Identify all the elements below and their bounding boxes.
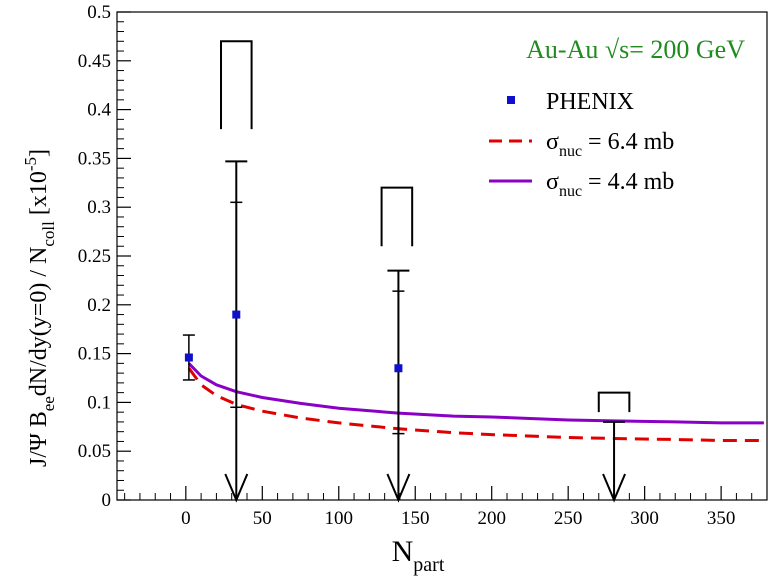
y-tick-label: 0.4	[87, 100, 111, 121]
x-axis-title: Npart	[392, 535, 445, 576]
y-tick-label: 0.25	[78, 246, 111, 267]
y-tick-label: 0.3	[87, 197, 111, 218]
phenix-point-1	[184, 353, 193, 362]
y-tick-label: 0.1	[87, 392, 111, 413]
y-axis-title: J/Ψ BeedN/dy(y=0) / Ncoll [x10-5]	[21, 149, 58, 467]
y-tick-label: 0.35	[78, 148, 111, 169]
x-tick-label: 150	[401, 508, 430, 529]
x-tick-label: 250	[554, 508, 583, 529]
y-tick-label: 0	[102, 490, 112, 511]
y-tick-label: 0.05	[78, 441, 111, 462]
chart-marks	[182, 40, 764, 503]
x-tick-label: 300	[630, 508, 659, 529]
systematic-bracket-1	[220, 40, 253, 130]
y-tick-label: 0.2	[87, 295, 111, 316]
y-tick-label: 0.45	[78, 51, 111, 72]
x-tick-label: 200	[477, 508, 506, 529]
phenix-point-3	[394, 364, 403, 373]
x-tick-label: 100	[325, 508, 354, 529]
y-tick-label: 0.5	[87, 2, 111, 23]
x-tick-label: 0	[181, 508, 191, 529]
phenix-point-2	[232, 310, 241, 319]
x-tick-label: 350	[707, 508, 736, 529]
legend-label-solid: σnuc = 4.4 mb	[546, 169, 674, 200]
systematic-bracket-2	[380, 186, 414, 247]
legend-marker-phenix	[507, 96, 515, 104]
systematic-bracket-3	[597, 391, 631, 413]
legend-label-dashed: σnuc = 6.4 mb	[546, 129, 674, 160]
legend: PHENIX σnuc = 6.4 mb σnuc = 4.4 mb	[489, 89, 674, 200]
axes: 0 50 100 150 200 250 300 350 0 0.05 0.1 0.15 0.2 0.25…	[78, 2, 753, 529]
y-tick-label: 0.15	[78, 344, 111, 365]
x-tick-label: 50	[253, 508, 272, 529]
annotation-label: Au-Au √s= 200 GeV	[526, 35, 745, 64]
legend-label-phenix: PHENIX	[546, 89, 634, 115]
